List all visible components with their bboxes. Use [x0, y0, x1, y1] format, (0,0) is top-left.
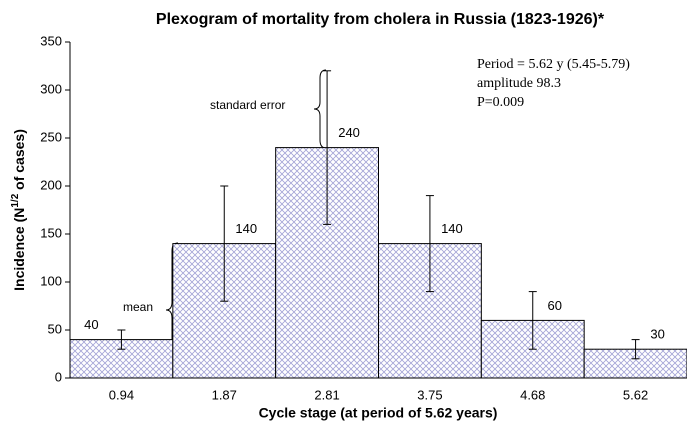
chart-title: Plexogram of mortality from cholera in R… — [156, 11, 605, 28]
y-tick-label: 100 — [40, 273, 62, 288]
annotation: amplitude 98.3 — [477, 76, 561, 91]
error-bar — [528, 291, 537, 350]
value-label: 30 — [650, 327, 664, 342]
x-axis-label: Cycle stage (at period of 5.62 years) — [259, 405, 498, 421]
y-tick-label: 50 — [48, 321, 62, 336]
brace — [313, 69, 327, 149]
x-tick-label: 5.62 — [623, 387, 648, 402]
x-tick-label: 2.81 — [314, 387, 339, 402]
error-bar — [631, 339, 640, 360]
y-tick-label: 150 — [40, 225, 62, 240]
error-bar — [425, 195, 434, 293]
x-tick-label: 0.94 — [109, 387, 134, 402]
annotation: Period = 5.62 y (5.45-5.79) — [477, 57, 630, 72]
error-bar — [220, 185, 229, 302]
value-label: 140 — [441, 221, 463, 236]
annotation: mean — [123, 300, 153, 314]
y-label-part: of cases) — [11, 129, 27, 194]
error-bar — [323, 70, 332, 225]
y-tick-label: 250 — [40, 129, 62, 144]
annotation: P=0.009 — [477, 95, 524, 110]
y-tick-label: 300 — [40, 81, 62, 96]
error-bar — [117, 329, 126, 350]
y-tick-label: 200 — [40, 177, 62, 192]
y-tick-label: 0 — [55, 369, 62, 384]
y-label-part: Incidence (N — [11, 208, 27, 291]
value-label: 240 — [338, 125, 360, 140]
value-label: 60 — [548, 298, 562, 313]
y-tick-label: 350 — [40, 33, 62, 48]
y-label-sup: 1/2 — [10, 193, 21, 207]
value-label: 140 — [235, 221, 257, 236]
y-axis-label: Incidence (N1/2 of cases) — [10, 129, 27, 291]
value-label: 40 — [84, 317, 98, 332]
x-tick-label: 4.68 — [520, 387, 545, 402]
annotation: standard error — [210, 98, 285, 112]
x-tick-label: 3.75 — [417, 387, 442, 402]
x-tick-label: 1.87 — [212, 387, 237, 402]
